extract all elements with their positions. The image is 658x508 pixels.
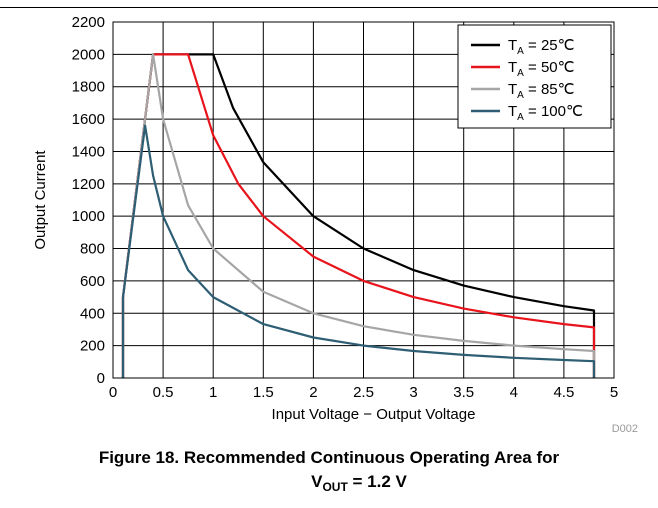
legend-value: = 50℃ xyxy=(524,59,575,76)
caption-line-2: VOUT = 1.2 V xyxy=(0,470,658,499)
legend: TA = 25℃TA = 50℃TA = 85℃TA = 100℃ xyxy=(457,24,612,129)
series-line-3 xyxy=(121,53,596,378)
top-rule xyxy=(0,7,658,8)
legend-entry: TA = 85℃ xyxy=(508,81,574,101)
legend-value: = 85℃ xyxy=(524,81,575,98)
x-tick-label: 2.5 xyxy=(353,384,374,401)
x-tick-label: 0 xyxy=(109,384,117,401)
legend-symbol: T xyxy=(508,103,517,120)
legend-symbol: T xyxy=(508,37,517,54)
y-tick-label: 2000 xyxy=(72,46,105,63)
y-axis-label: Output Current xyxy=(32,150,49,250)
caption-line-1: Figure 18. Recommended Continuous Operat… xyxy=(98,448,560,467)
legend-value: = 25℃ xyxy=(524,37,575,54)
legend-entry: TA = 50℃ xyxy=(508,59,574,79)
operating-area-chart: 0 0.5 1 1.5 2 2.5 3 3.5 4 4.5 5 0 200 400 600 800 1000 12… xyxy=(32,14,638,435)
legend-value: = 100℃ xyxy=(524,103,583,120)
y-tick-label: 600 xyxy=(80,273,105,290)
figure-id-label: D002 xyxy=(612,423,638,435)
figure-caption: Figure 18. Recommended Continuous Operat… xyxy=(0,446,658,499)
plot-frame xyxy=(112,21,615,379)
x-tick-label: 2 xyxy=(309,384,317,401)
x-tick-label: 0.5 xyxy=(153,384,174,401)
y-tick-label: 1600 xyxy=(72,111,105,128)
x-tick-label: 1 xyxy=(209,384,217,401)
x-axis-label: Input Voltage − Output Voltage xyxy=(272,406,476,423)
y-tick-label: 2200 xyxy=(72,14,105,31)
x-tick-label: 5 xyxy=(610,384,618,401)
y-tick-label: 1200 xyxy=(72,176,105,193)
x-tick-label: 3.5 xyxy=(453,384,474,401)
y-tick-label: 1400 xyxy=(72,143,105,160)
tick-labels: 0 0.5 1 1.5 2 2.5 3 3.5 4 4.5 5 0 200 400 600 800 1000 12… xyxy=(72,14,619,401)
x-tick-label: 3 xyxy=(409,384,417,401)
series-line-4 xyxy=(121,124,596,378)
x-tick-label: 1.5 xyxy=(253,384,274,401)
legend-entry: TA = 100℃ xyxy=(508,103,583,123)
caption-v-value: = 1.2 V xyxy=(347,472,407,491)
y-tick-label: 800 xyxy=(80,241,105,258)
series-layer xyxy=(121,53,596,378)
legend-symbol: T xyxy=(508,81,517,98)
legend-subscript: A xyxy=(517,112,524,123)
series-line-2 xyxy=(121,53,596,378)
caption-v-symbol: V xyxy=(311,472,323,491)
y-tick-label: 200 xyxy=(80,338,105,355)
legend-symbol: T xyxy=(508,59,517,76)
y-tick-label: 1800 xyxy=(72,79,105,96)
legend-subscript: A xyxy=(517,68,524,79)
legend-subscript: A xyxy=(517,46,524,57)
x-tick-label: 4.5 xyxy=(553,384,574,401)
y-tick-label: 1000 xyxy=(72,208,105,225)
y-tick-label: 0 xyxy=(97,370,105,387)
x-tick-label: 4 xyxy=(510,384,518,401)
caption-v-subscript: OUT xyxy=(322,480,348,494)
legend-subscript: A xyxy=(517,90,524,101)
y-tick-label: 400 xyxy=(80,305,105,322)
legend-entry: TA = 25℃ xyxy=(508,37,574,57)
